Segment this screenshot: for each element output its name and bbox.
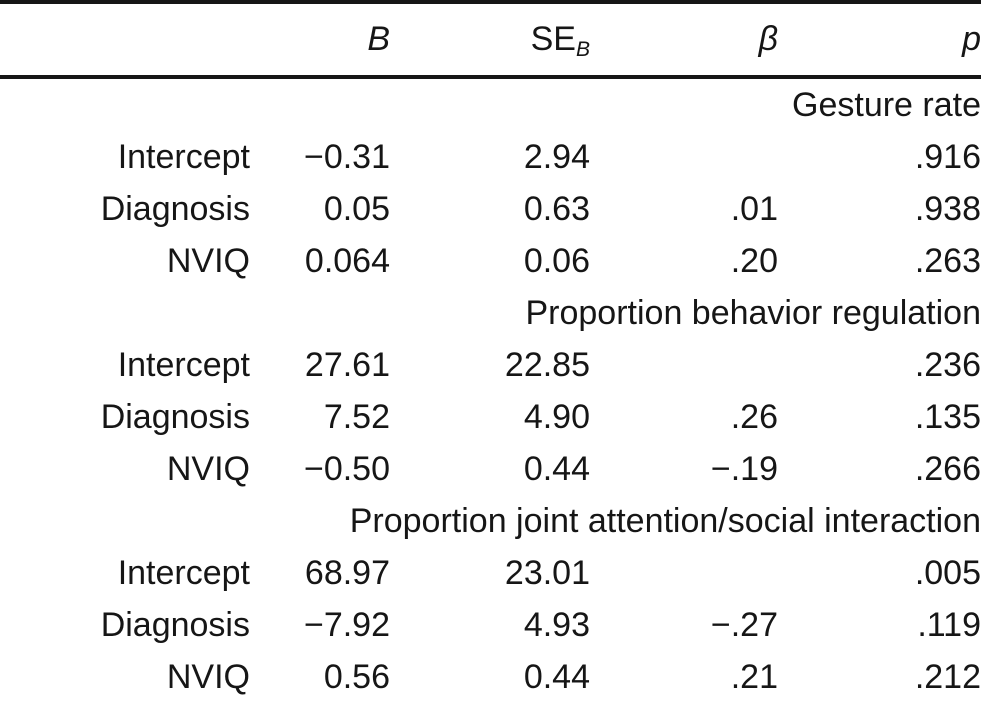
row-label: NVIQ [166, 657, 250, 696]
p-header-label: p [962, 20, 981, 58]
row-label: NVIQ [166, 449, 250, 488]
cell-p: .119 [917, 605, 981, 644]
column-header-p: p [778, 2, 981, 79]
cell-beta: .01 [730, 189, 778, 228]
cell-beta: −.27 [710, 605, 778, 644]
cell-b: 7.52 [323, 397, 390, 436]
cell-p: .916 [914, 137, 981, 176]
se-header-label: SE [530, 20, 576, 58]
cell-p: .005 [914, 553, 981, 592]
cell-se: 0.63 [523, 189, 590, 228]
cell-se: 0.06 [523, 241, 590, 280]
section-header-joint-attention: Proportion joint attention/social intera… [349, 501, 981, 540]
cell-se: 4.90 [523, 397, 590, 436]
cell-b: 0.56 [323, 657, 390, 696]
cell-se: 0.44 [523, 657, 590, 696]
cell-b: −0.31 [303, 137, 390, 176]
cell-b: 68.97 [304, 553, 390, 592]
table-row: Diagnosis 0.05 0.63 .01 .938 [0, 183, 981, 235]
row-label: Intercept [117, 137, 250, 176]
table-row: NVIQ 0.56 0.44 .21 .212 [0, 651, 981, 703]
column-header-b: B [250, 2, 390, 79]
row-label: Diagnosis [100, 189, 250, 228]
cell-se: 22.85 [504, 345, 590, 384]
cell-se: 4.93 [523, 605, 590, 644]
cell-se: 23.01 [504, 553, 590, 592]
cell-p: .266 [914, 449, 981, 488]
section-header-row: Gesture rate [0, 77, 981, 131]
cell-p: .212 [914, 657, 981, 696]
table-row: Diagnosis −7.92 4.93 −.27 .119 [0, 599, 981, 651]
table-row: NVIQ 0.064 0.06 .20 .263 [0, 235, 981, 287]
column-header-empty [0, 2, 250, 79]
table-row: Intercept 68.97 23.01 .005 [0, 547, 981, 599]
cell-beta [590, 547, 778, 599]
table-row: Intercept 27.61 22.85 .236 [0, 339, 981, 391]
cell-b: 0.05 [323, 189, 390, 228]
table-row: Diagnosis 7.52 4.90 .26 .135 [0, 391, 981, 443]
table-row: Intercept −0.31 2.94 .916 [0, 131, 981, 183]
row-label: Intercept [117, 553, 250, 592]
se-header-subscript: B [575, 37, 590, 61]
table-row: NVIQ −0.50 0.44 −.19 .266 [0, 443, 981, 495]
table-body: Gesture rate Intercept −0.31 2.94 .916 D… [0, 77, 981, 703]
section-header-gesture-rate: Gesture rate [792, 85, 981, 124]
cell-b: −0.50 [303, 449, 390, 488]
row-label: NVIQ [166, 241, 250, 280]
cell-p: .236 [914, 345, 981, 384]
cell-beta: .21 [730, 657, 778, 696]
cell-p: .938 [914, 189, 981, 228]
column-header-se: SEB [390, 2, 590, 79]
section-header-row: Proportion behavior regulation [0, 287, 981, 339]
cell-beta: .26 [730, 397, 778, 436]
cell-b: −7.92 [303, 605, 390, 644]
section-header-behavior-regulation: Proportion behavior regulation [525, 293, 981, 332]
cell-beta: −.19 [710, 449, 778, 488]
cell-beta: .20 [730, 241, 778, 280]
cell-b: 0.064 [304, 241, 390, 280]
cell-p: .135 [914, 397, 981, 436]
cell-beta [590, 131, 778, 183]
cell-b: 27.61 [304, 345, 390, 384]
cell-p: .263 [914, 241, 981, 280]
section-header-row: Proportion joint attention/social intera… [0, 495, 981, 547]
row-label: Diagnosis [100, 397, 250, 436]
b-header-label: B [367, 20, 390, 58]
column-header-beta: β [590, 2, 778, 79]
beta-header-label: β [758, 20, 778, 58]
header-row: B SEB β p [0, 2, 981, 79]
table-header: B SEB β p [0, 2, 981, 79]
row-label: Intercept [117, 345, 250, 384]
cell-se: 2.94 [523, 137, 590, 176]
cell-beta [590, 339, 778, 391]
row-label: Diagnosis [100, 605, 250, 644]
cell-se: 0.44 [523, 449, 590, 488]
